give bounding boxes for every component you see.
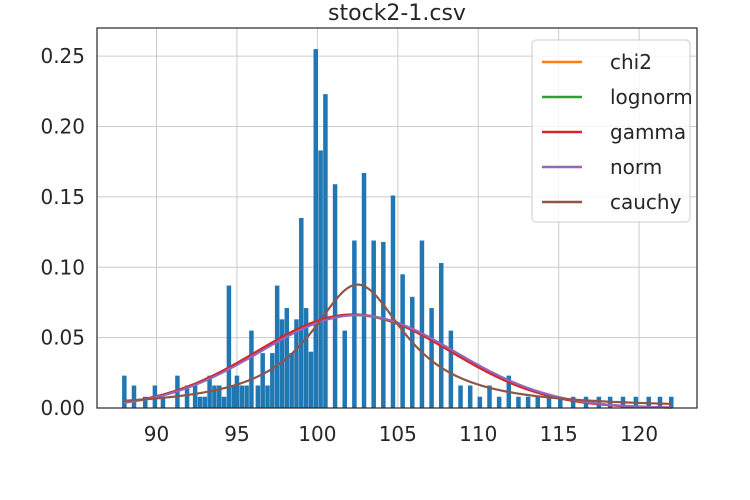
histogram-bar <box>270 353 275 408</box>
histogram-bar <box>318 150 323 408</box>
histogram-bar <box>535 396 541 408</box>
histogram-bar <box>160 396 166 408</box>
x-tick-label: 105 <box>379 422 417 446</box>
histogram-bar <box>669 396 674 408</box>
histogram-bar <box>546 396 552 408</box>
histogram-bar <box>410 296 415 408</box>
histogram-bar <box>332 184 338 408</box>
histogram-bar <box>496 396 502 408</box>
histogram-bar <box>487 385 492 408</box>
histogram-bar <box>303 308 309 408</box>
curves <box>124 283 672 409</box>
histogram-bar <box>239 385 245 408</box>
y-tick-label: 0.05 <box>40 326 85 350</box>
histogram-bar <box>294 319 299 408</box>
histogram-bar <box>477 396 483 408</box>
plot-frame <box>96 27 698 409</box>
histogram-bar <box>279 319 285 408</box>
histogram-bar <box>184 385 190 408</box>
histogram-bar <box>323 94 328 409</box>
histogram-bar <box>371 240 376 408</box>
x-tick-label: 115 <box>540 422 578 446</box>
y-tick-label: 0.25 <box>40 44 85 68</box>
histogram-bar <box>525 396 531 408</box>
histogram-bar <box>234 375 240 408</box>
histogram-bar <box>265 385 270 408</box>
x-tick-label: 100 <box>298 422 336 446</box>
y-axis-ticks: 0.00 0.05 0.10 0.15 0.20 0.25 <box>40 44 85 420</box>
x-tick-label: 90 <box>144 422 169 446</box>
curve-cauchy <box>124 283 672 405</box>
histogram-bar <box>244 385 249 408</box>
histogram-bar <box>342 330 347 408</box>
y-tick-label: 0.15 <box>40 185 85 209</box>
histogram-bar <box>448 330 454 408</box>
legend-label-cauchy: cauchy <box>610 190 682 214</box>
y-tick-label: 0.00 <box>40 396 85 420</box>
histogram-bar <box>657 396 663 408</box>
histogram-bar <box>274 285 280 408</box>
histogram-bar <box>467 385 473 408</box>
x-tick-label: 110 <box>459 422 497 446</box>
x-tick-label: 95 <box>224 422 249 446</box>
legend-label-chi2: chi2 <box>610 50 652 74</box>
histogram-bar <box>570 396 576 408</box>
histogram-bar <box>299 218 304 408</box>
histogram-bar <box>197 396 203 408</box>
histogram-bar <box>231 385 236 408</box>
histogram-bar <box>249 330 254 408</box>
legend-label-lognorm: lognorm <box>610 85 693 109</box>
histogram-bar <box>212 385 217 408</box>
legend-box <box>531 39 691 223</box>
histogram-bar <box>255 385 261 408</box>
histogram-bar <box>313 49 319 408</box>
histogram-bar <box>192 385 198 408</box>
histogram-bar <box>202 396 208 408</box>
histogram-bar <box>419 240 425 408</box>
histogram-bar <box>122 375 127 408</box>
histogram-bar <box>558 396 563 408</box>
legend-label-norm: norm <box>610 155 662 179</box>
histogram-bar <box>438 263 444 408</box>
histogram-bar <box>131 385 137 408</box>
y-tick-label: 0.20 <box>40 115 85 139</box>
histogram-bar <box>361 172 367 408</box>
histogram-bar <box>352 240 357 408</box>
chart-title: stock2-1.csv <box>328 1 466 26</box>
y-tick-label: 0.10 <box>40 255 85 279</box>
histogram-bar <box>260 353 265 408</box>
histogram-bar <box>217 385 222 408</box>
legend: chi2 lognorm gamma norm cauchy <box>531 39 693 223</box>
legend-label-gamma: gamma <box>610 120 686 144</box>
histogram-bar <box>429 308 434 408</box>
histogram-bar <box>143 396 148 408</box>
x-axis-ticks: 90 95 100 105 110 115 120 <box>144 422 658 446</box>
histogram-bar <box>400 274 405 408</box>
histogram-bar <box>390 195 396 408</box>
histogram-bar <box>458 385 463 408</box>
histogram-bar <box>516 396 521 408</box>
histogram-bar <box>381 241 386 408</box>
x-tick-label: 120 <box>620 422 658 446</box>
histogram-bar <box>226 285 232 408</box>
histogram-bar <box>221 396 227 408</box>
histogram-bar <box>596 396 602 408</box>
histogram-bar <box>289 353 294 408</box>
histogram-bar <box>308 351 314 408</box>
